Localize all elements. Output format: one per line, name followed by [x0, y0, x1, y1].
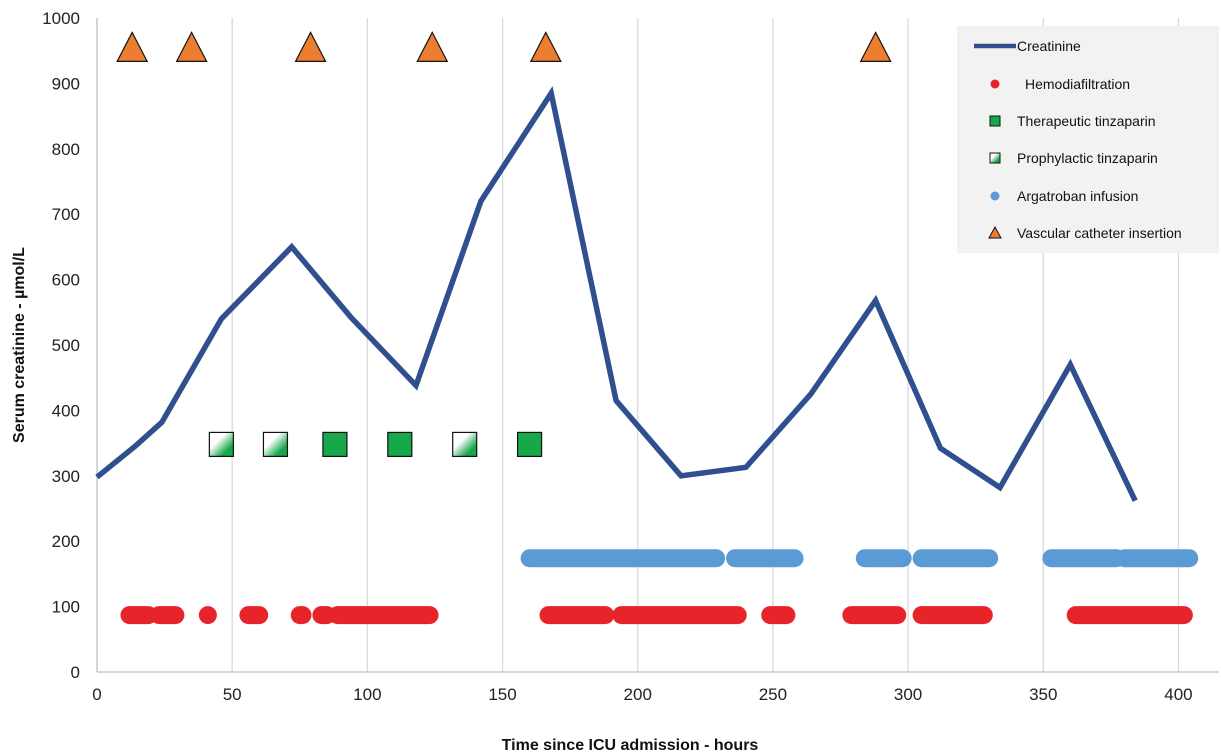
- y-tick-label-900: 900: [52, 74, 80, 93]
- y-tick-label-700: 700: [52, 205, 80, 224]
- legend-swatch-catheter: [988, 225, 1002, 239]
- x-tick-label-50: 50: [223, 685, 242, 704]
- legend-label: Argatroban infusion: [1017, 188, 1138, 204]
- catheter-insertion-marker-6: [859, 31, 892, 62]
- tinzaparin-series: [208, 431, 543, 458]
- legend-item-3: Therapeutic tinzaparin: [989, 113, 1156, 129]
- legend-label: Prophylactic tinzaparin: [1017, 150, 1158, 166]
- creatinine-series: [95, 86, 1138, 502]
- y-tick-label-1000: 1000: [42, 9, 80, 28]
- therapeutic-tinzaparin-marker-3: [516, 431, 543, 458]
- prophylactic-tinzaparin-marker-3: [452, 431, 478, 458]
- x-tick-label-0: 0: [92, 685, 101, 704]
- legend-label: Hemodiafiltration: [1025, 76, 1130, 92]
- legend-item-5: Argatroban infusion: [990, 188, 1138, 204]
- catheter-insertion-marker-5: [529, 31, 562, 62]
- y-tick-label-600: 600: [52, 271, 80, 290]
- therapeutic-tinzaparin-marker-2: [387, 431, 413, 458]
- y-tick-label-300: 300: [52, 467, 80, 486]
- x-tick-label-350: 350: [1029, 685, 1057, 704]
- legend-label: Vascular catheter insertion: [1017, 225, 1182, 241]
- legend-item-2: Hemodiafiltration: [990, 76, 1130, 92]
- legend: Creatinine Hemodiafiltration Therapeutic t…: [957, 26, 1219, 253]
- x-tick-label-400: 400: [1164, 685, 1192, 704]
- legend-swatch-hemodiafiltration: [990, 79, 1000, 89]
- prophylactic-tinzaparin-marker-2: [262, 431, 289, 458]
- y-tick-label-0: 0: [71, 663, 80, 682]
- catheter-insertion-marker-4: [416, 31, 449, 62]
- x-tick-label-250: 250: [759, 685, 787, 704]
- catheter-insertion-marker-2: [175, 31, 208, 62]
- y-tick-labels: 0 100 200 300 400 500 600 700 800 900 1000: [42, 9, 80, 682]
- x-tick-label-200: 200: [624, 685, 652, 704]
- axes: [96, 18, 1219, 673]
- y-tick-label-400: 400: [52, 401, 80, 420]
- x-tick-labels: 0 50 100 150 200 250 300 350 400: [92, 685, 1192, 704]
- legend-swatch-therapeutic: [989, 115, 1001, 127]
- legend-item-6: Vascular catheter insertion: [988, 225, 1182, 241]
- catheter-series: [116, 31, 892, 62]
- y-tick-label-200: 200: [52, 532, 80, 551]
- catheter-insertion-marker-3: [294, 31, 327, 62]
- y-tick-label-500: 500: [52, 336, 80, 355]
- legend-swatch-argatroban: [990, 191, 1000, 201]
- y-axis-title: Serum creatinine - µmol/L: [11, 247, 28, 443]
- x-axis-title: Time since ICU admission - hours: [502, 737, 759, 754]
- prophylactic-tinzaparin-marker-1: [208, 431, 234, 458]
- catheter-insertion-marker-1: [116, 31, 149, 62]
- x-tick-label-150: 150: [488, 685, 516, 704]
- creatinine-line: [95, 86, 1138, 502]
- therapeutic-tinzaparin-marker-1: [322, 431, 348, 458]
- y-tick-label-100: 100: [52, 598, 80, 617]
- x-tick-label-300: 300: [894, 685, 922, 704]
- legend-swatch-prophylactic: [989, 152, 1001, 164]
- y-tick-label-800: 800: [52, 140, 80, 159]
- legend-item-1: Creatinine: [974, 38, 1081, 54]
- x-tick-label-100: 100: [353, 685, 381, 704]
- legend-label: Creatinine: [1017, 38, 1081, 54]
- legend-label: Therapeutic tinzaparin: [1017, 113, 1156, 129]
- legend-item-4: Prophylactic tinzaparin: [989, 150, 1158, 166]
- legend-box: [957, 26, 1219, 253]
